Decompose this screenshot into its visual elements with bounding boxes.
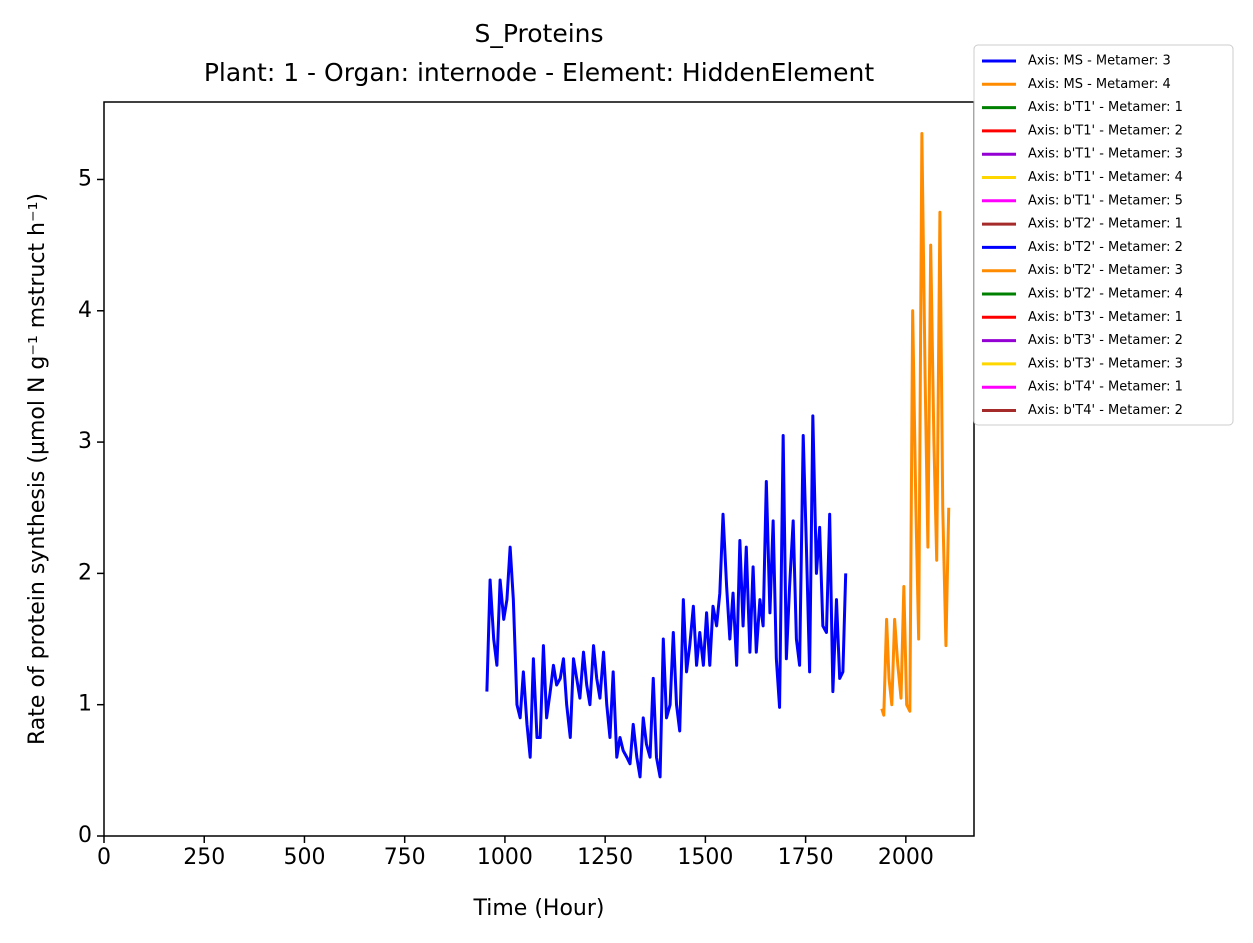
legend-label: Axis: b'T1' - Metamer: 3	[1028, 147, 1183, 162]
legend-label: Axis: b'T1' - Metamer: 5	[1028, 193, 1183, 208]
legend-label: Axis: b'T3' - Metamer: 2	[1028, 333, 1183, 348]
x-tick-label: 2000	[878, 845, 934, 870]
chart-title: S_Proteins	[474, 19, 603, 48]
x-tick-label: 250	[183, 845, 225, 870]
y-tick-label: 2	[78, 560, 92, 585]
legend-label: Axis: MS - Metamer: 3	[1028, 54, 1171, 69]
legend-label: Axis: b'T4' - Metamer: 1	[1028, 380, 1183, 395]
y-tick-label: 1	[78, 692, 92, 717]
series-line	[485, 414, 848, 779]
legend-label: Axis: b'T1' - Metamer: 2	[1028, 123, 1183, 138]
x-tick-label: 750	[384, 845, 426, 870]
legend-label: Axis: b'T1' - Metamer: 1	[1028, 100, 1183, 115]
legend-label: Axis: b'T3' - Metamer: 1	[1028, 310, 1183, 325]
legend-label: Axis: b'T4' - Metamer: 2	[1028, 403, 1183, 418]
axes-frame	[103, 101, 975, 837]
x-tick-label: 1250	[577, 845, 633, 870]
x-tick-label: 1750	[778, 845, 834, 870]
x-axis-label: Time (Hour)	[473, 896, 605, 921]
legend: Axis: MS - Metamer: 3 Axis: MS - Metamer:…	[982, 54, 1183, 418]
legend-label: Axis: b'T2' - Metamer: 3	[1028, 263, 1183, 278]
x-tick-label: 1500	[677, 845, 733, 870]
x-tick-label: 0	[97, 845, 111, 870]
y-tick-label: 3	[78, 429, 92, 454]
series-line	[880, 132, 951, 717]
plot-area: 0 250 500 750 1000 1250 1500 1750 2000 0 1 2 3 4 5	[78, 132, 951, 870]
legend-label: Axis: b'T1' - Metamer: 4	[1028, 170, 1183, 185]
y-axis-label: Rate of protein synthesis (µmol N g⁻¹ ms…	[25, 193, 50, 745]
y-tick-label: 4	[78, 298, 92, 323]
legend-label: Axis: MS - Metamer: 4	[1028, 77, 1171, 92]
legend-label: Axis: b'T3' - Metamer: 3	[1028, 356, 1183, 371]
legend-box	[973, 44, 1234, 426]
x-tick-label: 500	[283, 845, 325, 870]
legend-label: Axis: b'T2' - Metamer: 2	[1028, 240, 1183, 255]
legend-label: Axis: b'T2' - Metamer: 4	[1028, 287, 1183, 302]
chart-subtitle: Plant: 1 - Organ: internode - Element: H…	[204, 58, 874, 87]
legend-label: Axis: b'T2' - Metamer: 1	[1028, 217, 1183, 232]
y-tick-label: 5	[78, 166, 92, 191]
y-tick-label: 0	[78, 823, 92, 848]
x-tick-label: 1000	[477, 845, 533, 870]
